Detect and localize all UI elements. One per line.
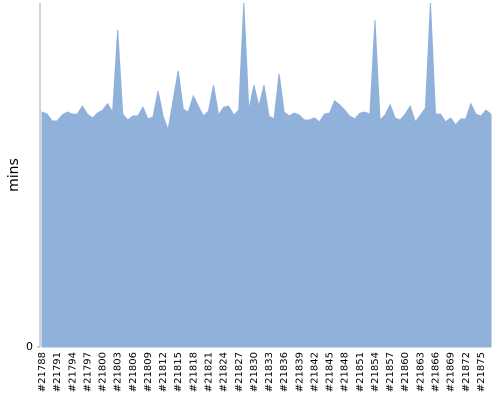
x-tick-label: #21860 <box>400 352 411 392</box>
x-tick-label: #21803 <box>113 352 124 392</box>
x-tick-label: #21872 <box>461 352 472 392</box>
x-tick-label: #21797 <box>82 352 93 392</box>
x-tick-label: #21848 <box>340 352 351 392</box>
x-tick-label: #21869 <box>446 352 457 392</box>
x-tick-label: #21833 <box>264 352 275 392</box>
x-tick-label: #21800 <box>98 352 109 392</box>
x-tick-label: #21827 <box>234 352 245 392</box>
x-tick-label: #21818 <box>188 352 199 392</box>
x-tick-label: #21875 <box>476 352 487 392</box>
x-tick-label: #21830 <box>249 352 260 392</box>
x-tick-label: #21812 <box>158 352 169 392</box>
x-tick-label: #21788 <box>37 352 48 392</box>
x-tick-label: #21866 <box>431 352 442 392</box>
x-tick-label: #21809 <box>143 352 154 392</box>
x-tick-label: #21824 <box>219 352 230 392</box>
x-tick-label: #21791 <box>52 352 63 392</box>
x-tick-label: #21845 <box>325 352 336 392</box>
y-axis-label: mins <box>6 158 22 192</box>
area <box>41 2 492 348</box>
x-tick-label: #21851 <box>355 352 366 392</box>
x-tick-label: #21863 <box>415 352 426 392</box>
x-tick-label: #21839 <box>294 352 305 392</box>
x-tick-label: #21821 <box>203 352 214 392</box>
x-tick-label: #21854 <box>370 352 381 392</box>
y-tick-label: 0 <box>26 340 33 353</box>
x-tick-label: #21815 <box>173 352 184 392</box>
x-tick-label: #21806 <box>128 352 139 392</box>
x-tick-label: #21857 <box>385 352 396 392</box>
x-tick-label: #21794 <box>67 352 78 392</box>
x-tick-label: #21836 <box>279 352 290 392</box>
x-tick-label: #21842 <box>309 352 320 392</box>
